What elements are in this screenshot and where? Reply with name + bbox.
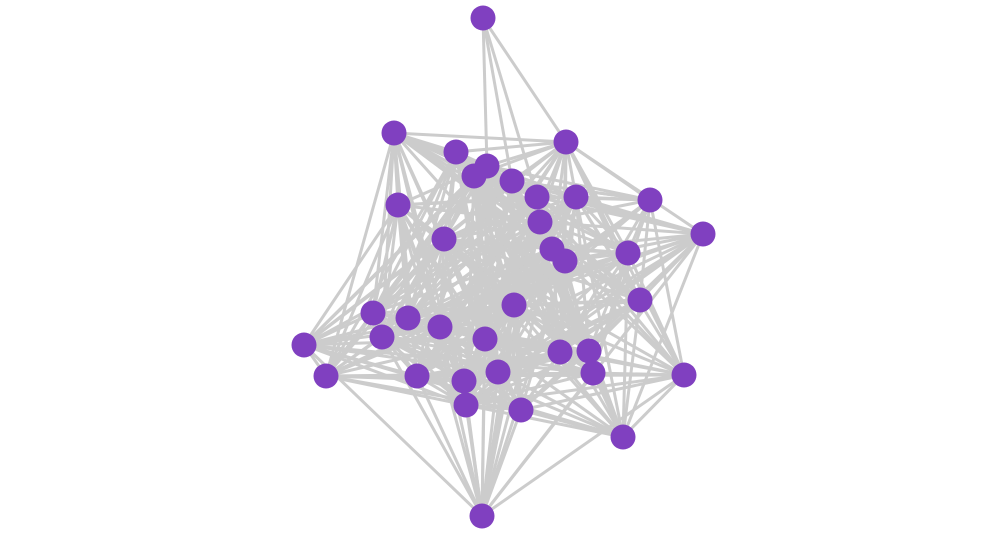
graph-node (576, 338, 602, 364)
edge (303, 337, 486, 347)
graph-node (627, 287, 653, 313)
edge (481, 17, 514, 182)
edge (513, 303, 594, 375)
edge (480, 409, 523, 517)
edge (443, 195, 538, 241)
graph-node (431, 226, 457, 252)
edge (539, 220, 629, 255)
graph-node (499, 168, 525, 194)
edge (372, 247, 553, 315)
edge (393, 131, 567, 144)
edge (464, 404, 484, 517)
edge (303, 311, 374, 347)
edge (455, 140, 567, 154)
edge (481, 17, 568, 143)
edge (325, 337, 486, 378)
graph-node (501, 292, 527, 318)
graph-node (451, 368, 477, 394)
graph-node (395, 305, 421, 331)
edge (303, 316, 409, 347)
graph-node (671, 362, 697, 388)
edge (621, 252, 630, 438)
edge (406, 238, 446, 319)
graph-node (580, 360, 606, 386)
edge (465, 403, 624, 439)
edge (480, 338, 487, 517)
edge (397, 203, 541, 224)
graph-node (291, 332, 317, 358)
graph-node (443, 139, 469, 165)
graph-node (381, 120, 407, 146)
nodes-layer (291, 5, 716, 529)
edge (520, 408, 624, 439)
graph-node (453, 392, 479, 418)
graph-node (508, 397, 534, 423)
edge (371, 132, 396, 314)
graph-node (637, 187, 663, 213)
edge (539, 220, 704, 236)
graph-node (563, 184, 589, 210)
graph-node (552, 248, 578, 274)
edge (565, 140, 704, 236)
edge (442, 237, 625, 439)
graph-node (615, 240, 641, 266)
edge (539, 198, 651, 224)
edge (371, 204, 400, 314)
graph-node (313, 363, 339, 389)
edges-layer (302, 17, 705, 518)
edge (513, 303, 685, 377)
graph-node (461, 163, 487, 189)
edge (302, 204, 400, 346)
edge (481, 373, 685, 518)
edge (415, 375, 484, 517)
graph-node (527, 209, 553, 235)
graph-node (690, 221, 716, 247)
graph-node (553, 129, 579, 155)
edge (621, 233, 705, 438)
graph-node (427, 314, 453, 340)
edge (626, 252, 686, 376)
edge (443, 220, 541, 241)
edge (480, 372, 595, 517)
edge (513, 303, 590, 353)
edge (621, 373, 686, 439)
edge (439, 247, 553, 329)
graph-node (360, 300, 386, 326)
edge (443, 179, 513, 241)
graph-node (385, 192, 411, 218)
edge (465, 373, 685, 407)
edge (416, 337, 486, 378)
graph-node (369, 324, 395, 350)
edge (381, 335, 561, 354)
graph-node (404, 363, 430, 389)
edge (407, 251, 629, 320)
graph-node (469, 503, 495, 529)
edge (381, 335, 594, 375)
edge (481, 17, 489, 167)
graph-node (472, 326, 498, 352)
graph-node (547, 339, 573, 365)
edge (443, 237, 685, 377)
edge (325, 374, 465, 383)
edge (481, 17, 539, 198)
edge (520, 349, 590, 412)
graph-node (610, 424, 636, 450)
edge (303, 343, 594, 375)
graph-node (485, 359, 511, 385)
graph-node (470, 5, 496, 31)
graph-node (524, 184, 550, 210)
edge (303, 237, 445, 347)
edge (484, 337, 624, 439)
edge (520, 373, 685, 412)
edge (497, 370, 624, 439)
edge (380, 336, 484, 517)
